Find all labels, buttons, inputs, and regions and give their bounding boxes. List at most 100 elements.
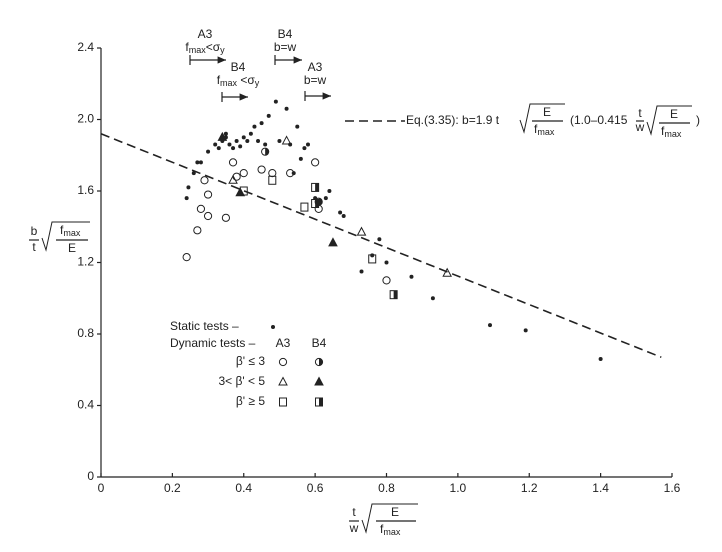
y-tick-label: 1.2	[77, 255, 94, 269]
equation-text: f	[661, 124, 665, 138]
half-fill	[319, 358, 323, 366]
dot	[523, 328, 528, 333]
equation-text: f	[534, 122, 538, 136]
dot	[213, 142, 218, 147]
dot	[284, 106, 289, 111]
y-tick-label: 0.8	[77, 326, 94, 340]
dot	[302, 146, 307, 151]
label-part: w	[349, 521, 359, 535]
marker-dot	[298, 156, 303, 161]
label-part: b	[31, 224, 38, 238]
marker-dot	[271, 325, 275, 329]
condition-part: <σ	[206, 40, 221, 54]
dot	[263, 142, 268, 147]
y-tick-label: 0.4	[77, 398, 94, 412]
dot	[341, 214, 346, 219]
dot	[271, 325, 275, 329]
dot	[305, 142, 310, 147]
dot	[259, 121, 264, 126]
condition-part: f	[217, 73, 221, 87]
label-part: fmax	[380, 522, 401, 537]
marker-square	[268, 175, 277, 185]
marker-circle	[200, 176, 209, 185]
dot	[231, 146, 236, 151]
marker-dot	[238, 144, 243, 149]
marker-dot	[266, 113, 271, 118]
dot	[430, 296, 435, 301]
marker-dot	[302, 146, 307, 151]
dot	[191, 171, 196, 176]
dot	[184, 196, 189, 201]
square	[268, 175, 277, 185]
half-fill	[319, 398, 323, 406]
marker-dot	[245, 138, 250, 143]
marker-dot	[273, 99, 278, 104]
marker-dot	[223, 131, 228, 136]
marker-dot	[523, 328, 528, 333]
circle	[382, 276, 391, 285]
circle	[228, 158, 238, 167]
equation-text: (1.0–0.415	[570, 113, 628, 127]
condition-sub: y	[255, 78, 260, 88]
half-fill	[265, 148, 269, 156]
dot	[195, 160, 200, 165]
label-part: fmax	[60, 223, 81, 238]
marker-circle	[203, 190, 213, 199]
marker-dot	[487, 323, 492, 328]
dot	[252, 124, 257, 129]
legend-text: Dynamic tests –	[170, 336, 256, 350]
dot	[198, 160, 203, 165]
legend-column: A3	[276, 336, 291, 350]
annotation-label: A3	[198, 27, 213, 41]
x-axis-label: t w E fmax	[349, 503, 418, 537]
triangle	[278, 376, 288, 386]
marker-square	[300, 202, 309, 212]
equation-text: fmax	[661, 124, 682, 139]
triangle	[281, 135, 292, 145]
x-tick-label: 1.4	[592, 481, 609, 495]
dot	[223, 131, 228, 136]
dot	[359, 269, 364, 274]
condition-part: <σ	[237, 73, 255, 87]
y-tick-label: 2.4	[77, 40, 94, 54]
marker-half-square	[315, 397, 323, 407]
marker-circle	[203, 211, 213, 221]
triangle	[442, 267, 453, 277]
annotation-condition: b=w	[274, 40, 297, 54]
half-fill	[315, 199, 319, 208]
marker-dot	[256, 138, 261, 143]
annotation-condition: fmax<σy	[185, 40, 225, 55]
circle	[257, 165, 266, 174]
square	[239, 186, 248, 196]
marker-dot	[277, 138, 282, 143]
x-tick-label: 1.2	[521, 481, 538, 495]
square	[300, 202, 309, 212]
circle	[268, 169, 277, 178]
circle	[311, 158, 320, 167]
x-tick-label: 1.0	[450, 481, 467, 495]
y-tick-label: 2.0	[77, 112, 94, 126]
root-sign	[361, 503, 418, 534]
label-part: t	[352, 505, 356, 519]
marker-half-square	[311, 182, 320, 192]
fit-line	[100, 133, 662, 358]
marker-dot	[295, 124, 300, 129]
triangle	[217, 131, 228, 141]
marker-circle	[182, 253, 191, 262]
triangle	[314, 376, 324, 386]
marker-dot	[338, 210, 343, 215]
marker-circle	[221, 213, 231, 222]
y-tick-label: 0	[87, 469, 94, 483]
marker-circle	[268, 169, 277, 178]
marker-triangle	[278, 376, 288, 386]
marker-dot	[216, 146, 221, 151]
x-tick-label: 0.8	[378, 481, 395, 495]
equation-text: Eq.(3.35): b=1.9 t	[406, 113, 500, 127]
marker-circle	[257, 165, 266, 174]
marker-dot	[206, 149, 211, 154]
dot	[409, 274, 414, 279]
circle	[200, 176, 209, 185]
dot	[206, 149, 211, 154]
condition-part: b=w	[274, 40, 297, 54]
dot	[598, 357, 603, 362]
